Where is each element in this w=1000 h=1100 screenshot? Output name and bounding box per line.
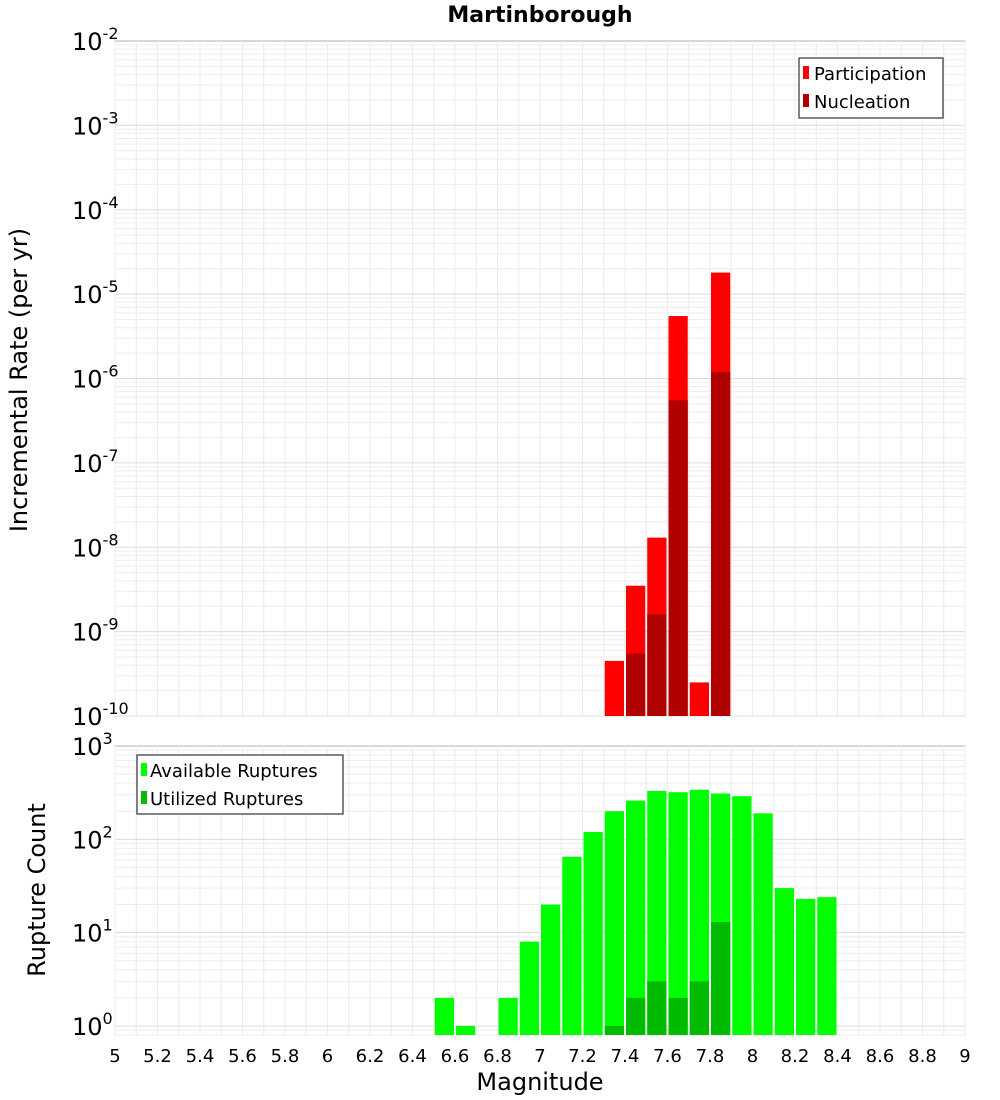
x-tick-label: 6 bbox=[322, 1046, 333, 1067]
y-tick-label: 10-7 bbox=[72, 446, 119, 478]
top-y-axis-label: Incremental Rate (per yr) bbox=[5, 228, 33, 532]
y-tick-label: 10-9 bbox=[72, 615, 119, 647]
x-tick-label: 7 bbox=[534, 1046, 545, 1067]
top-bar-nucleation bbox=[668, 400, 688, 716]
y-tick-label: 103 bbox=[72, 729, 113, 761]
x-tick-label: 5.6 bbox=[228, 1046, 257, 1067]
bottom-bar-available-ruptures bbox=[562, 856, 582, 1035]
x-tick-label: 8.4 bbox=[823, 1046, 852, 1067]
bottom-bar-utilized-ruptures bbox=[647, 981, 667, 1035]
legend-label-participation: Participation bbox=[814, 64, 926, 85]
bottom-bar-available-ruptures bbox=[647, 790, 667, 1035]
bottom-panel: 103 102 101 100 Rupture Count Available Rup… bbox=[23, 729, 971, 1096]
x-tick-label: 7.4 bbox=[611, 1046, 640, 1067]
x-tick-label: 9 bbox=[959, 1046, 970, 1067]
bottom-bar-utilized-ruptures bbox=[689, 981, 709, 1035]
x-ticks: 5 5.2 5.4 5.6 5.8 6 6.2 6.4 6.6 6.8 7 7.2 7.4 7.6 7.8 8… bbox=[109, 1046, 970, 1067]
x-tick-label: 5 bbox=[109, 1046, 120, 1067]
bottom-bar-available-ruptures bbox=[604, 811, 624, 1035]
x-tick-label: 7.8 bbox=[696, 1046, 725, 1067]
top-bar-nucleation bbox=[711, 371, 731, 716]
bottom-y-axis-label: Rupture Count bbox=[23, 803, 51, 977]
bottom-bar-available-ruptures bbox=[498, 997, 518, 1035]
legend-swatch-available bbox=[141, 763, 147, 776]
x-tick-label: 6.6 bbox=[441, 1046, 470, 1067]
x-tick-label: 6.2 bbox=[356, 1046, 385, 1067]
y-tick-label: 102 bbox=[72, 822, 113, 854]
x-tick-label: 5.4 bbox=[186, 1046, 215, 1067]
top-bar-participation bbox=[604, 660, 624, 716]
x-tick-label: 6.4 bbox=[398, 1046, 427, 1067]
bottom-y-ticks: 103 102 101 100 bbox=[72, 729, 113, 1041]
top-legend: Participation Nucleation bbox=[798, 57, 944, 119]
bottom-bar-utilized-ruptures bbox=[626, 997, 646, 1035]
y-tick-label: 10-8 bbox=[72, 530, 119, 562]
bottom-bar-available-ruptures bbox=[456, 1025, 476, 1035]
x-axis-label: Magnitude bbox=[476, 1068, 603, 1096]
bottom-legend-box bbox=[136, 754, 344, 815]
bottom-legend: Available Ruptures Utilized Ruptures bbox=[136, 754, 344, 815]
bottom-bar-available-ruptures bbox=[774, 888, 794, 1035]
y-tick-label: 10-3 bbox=[72, 108, 119, 140]
top-bar-participation bbox=[689, 682, 709, 716]
bottom-bar-available-ruptures bbox=[817, 897, 837, 1035]
y-tick-label: 10-5 bbox=[72, 277, 119, 309]
bottom-bar-available-ruptures bbox=[583, 831, 603, 1035]
x-tick-label: 7.2 bbox=[568, 1046, 597, 1067]
bottom-bar-available-ruptures bbox=[689, 789, 709, 1035]
bottom-bar-utilized-ruptures bbox=[711, 922, 731, 1035]
x-tick-label: 8.2 bbox=[781, 1046, 810, 1067]
x-tick-label: 6.8 bbox=[483, 1046, 512, 1067]
bottom-bar-available-ruptures bbox=[753, 813, 773, 1035]
x-tick-label: 5.2 bbox=[143, 1046, 172, 1067]
top-y-ticks: 10-2 10-3 10-4 10-5 10-6 10-7 10-8 10-9 10-10 bbox=[72, 24, 129, 731]
top-panel: 10-2 10-3 10-4 10-5 10-6 10-7 10-8 10-9 10-10 In… bbox=[5, 24, 966, 731]
top-bar-nucleation bbox=[647, 614, 667, 716]
bottom-bars bbox=[434, 789, 837, 1035]
x-tick-label: 8.8 bbox=[908, 1046, 937, 1067]
bottom-bar-available-ruptures bbox=[668, 792, 688, 1035]
y-tick-label: 10-6 bbox=[72, 362, 119, 394]
y-tick-label: 100 bbox=[72, 1009, 113, 1041]
legend-swatch-participation bbox=[803, 66, 809, 79]
top-grid bbox=[114, 41, 966, 717]
legend-swatch-nucleation bbox=[803, 94, 809, 107]
bottom-bar-available-ruptures bbox=[626, 800, 646, 1035]
x-tick-label: 5.8 bbox=[271, 1046, 300, 1067]
bottom-bar-available-ruptures bbox=[796, 898, 816, 1035]
bottom-bar-utilized-ruptures bbox=[604, 1025, 624, 1035]
bottom-bar-available-ruptures bbox=[434, 997, 454, 1035]
legend-swatch-utilized bbox=[141, 791, 147, 804]
top-bar-nucleation bbox=[626, 653, 646, 716]
legend-label-utilized: Utilized Ruptures bbox=[150, 789, 303, 810]
bottom-bar-available-ruptures bbox=[541, 904, 561, 1035]
top-legend-box bbox=[798, 57, 944, 119]
y-tick-label: 101 bbox=[72, 916, 113, 948]
bottom-bar-utilized-ruptures bbox=[668, 997, 688, 1035]
y-tick-label: 10-10 bbox=[72, 699, 129, 731]
bottom-bar-available-ruptures bbox=[519, 941, 539, 1035]
x-tick-label: 7.6 bbox=[653, 1046, 682, 1067]
y-tick-label: 10-2 bbox=[72, 24, 119, 56]
x-tick-label: 8 bbox=[747, 1046, 758, 1067]
bottom-bar-available-ruptures bbox=[732, 796, 752, 1035]
top-bars bbox=[604, 272, 731, 716]
legend-label-available: Available Ruptures bbox=[150, 761, 318, 782]
x-tick-label: 8.6 bbox=[866, 1046, 895, 1067]
chart-title: Martinborough bbox=[447, 3, 632, 28]
legend-label-nucleation: Nucleation bbox=[814, 92, 910, 113]
y-tick-label: 10-4 bbox=[72, 193, 119, 225]
